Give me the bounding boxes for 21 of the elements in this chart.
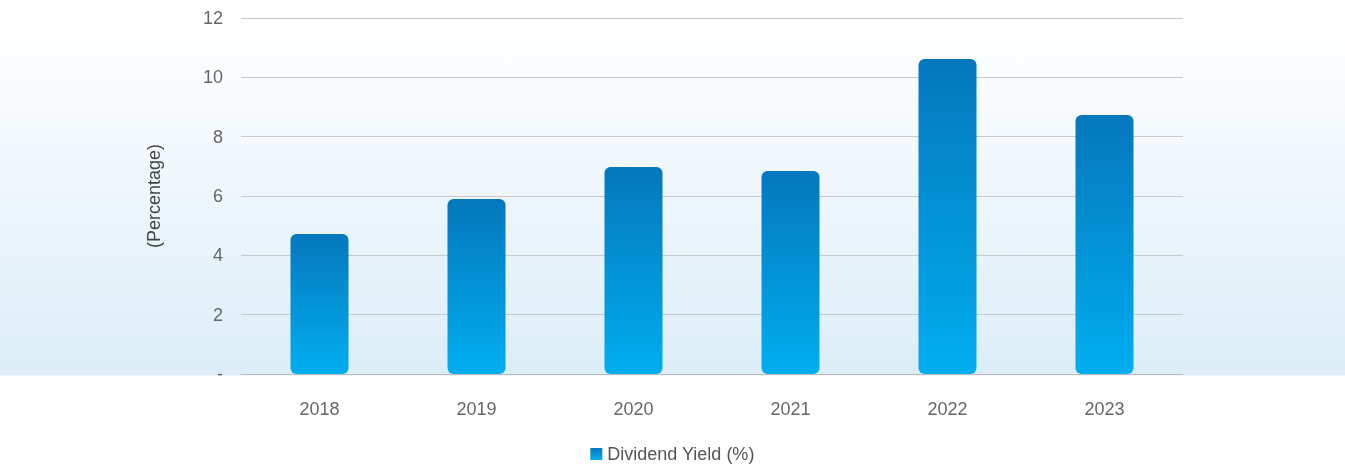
x-tick-label: 2018	[299, 399, 340, 419]
x-tick-label: 2023	[1084, 399, 1125, 419]
bar	[290, 233, 349, 374]
x-tick-label: 2021	[770, 399, 811, 419]
y-tick-label: 10	[202, 67, 223, 88]
bar	[918, 58, 977, 374]
y-tick-label: 12	[202, 8, 223, 28]
y-tick-label: 4	[212, 245, 223, 266]
y-tick-label: 6	[212, 186, 223, 206]
y-tick-label: 2	[212, 304, 223, 325]
bar	[1075, 115, 1134, 374]
y-axis-title: (Percentage)	[144, 143, 164, 249]
y-tick-label: 8	[212, 126, 223, 147]
legend-label: Dividend Yield (%)	[607, 444, 755, 464]
bar	[761, 171, 820, 374]
x-tick-label: 2022	[927, 399, 968, 419]
y-tick-label: -	[217, 364, 223, 384]
x-tick-label: 2019	[456, 399, 497, 419]
bar	[604, 166, 663, 374]
x-tick-label: 2020	[613, 399, 654, 419]
bar	[447, 198, 506, 374]
